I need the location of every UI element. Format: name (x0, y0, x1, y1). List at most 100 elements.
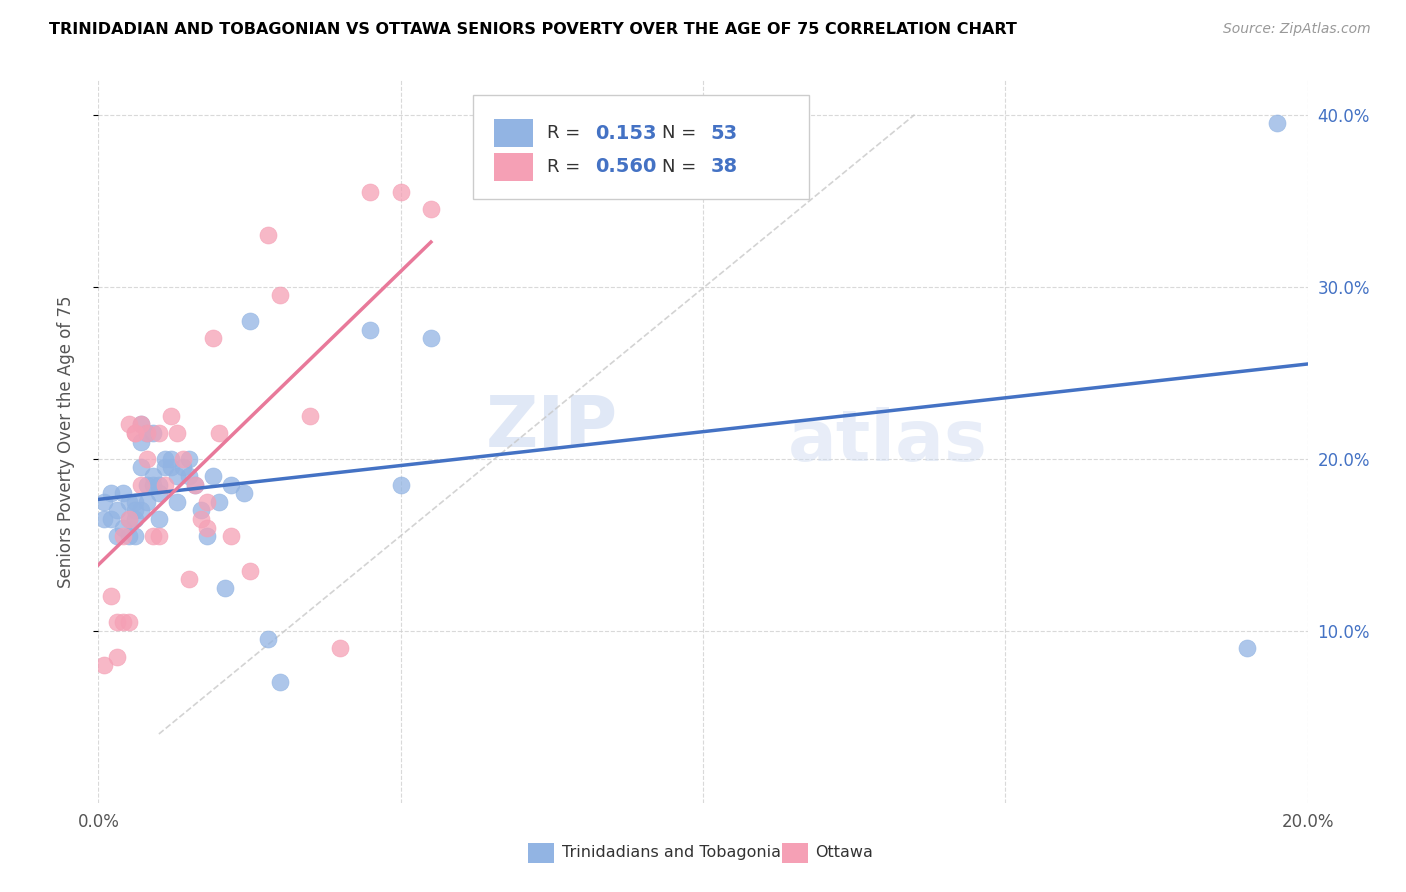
Point (202, 469, 225, 483)
Point (105, 503, 128, 517)
Point (299, 409, 322, 423)
Text: Ottawa: Ottawa (815, 845, 873, 860)
Point (172, 460, 194, 475)
Point (269, 675, 291, 690)
FancyBboxPatch shape (527, 843, 554, 863)
Point (256, 228, 278, 243)
Point (239, 564, 262, 578)
Point (153, 477, 176, 491)
Point (232, 486, 254, 500)
Point (153, 451, 176, 466)
Point (195, 529, 218, 543)
Point (208, 494, 231, 508)
Point (160, 409, 183, 423)
Point (148, 486, 170, 500)
FancyBboxPatch shape (494, 153, 533, 181)
Point (129, 417, 152, 432)
Point (129, 460, 152, 475)
Point (420, 202, 443, 217)
Text: 0.153: 0.153 (595, 123, 657, 143)
Point (195, 494, 218, 508)
Text: atlas: atlas (787, 407, 987, 476)
Point (142, 529, 165, 543)
Point (256, 632, 278, 647)
Text: 38: 38 (710, 158, 737, 177)
Point (142, 477, 165, 491)
Point (135, 451, 157, 466)
Point (135, 477, 157, 491)
Point (195, 520, 218, 534)
Point (179, 469, 201, 483)
Point (93, 512, 115, 526)
Point (100, 512, 122, 526)
Point (179, 451, 201, 466)
Point (135, 425, 157, 440)
Point (360, 185, 382, 199)
Point (389, 185, 412, 199)
Point (135, 425, 157, 440)
Point (129, 417, 152, 432)
Point (269, 288, 291, 302)
Text: R =: R = (547, 158, 586, 176)
Point (148, 512, 170, 526)
Point (153, 460, 176, 475)
Point (166, 425, 188, 440)
Point (129, 477, 152, 491)
Text: N =: N = (662, 124, 702, 142)
Point (166, 469, 188, 483)
Point (239, 314, 262, 328)
Point (105, 529, 128, 543)
Point (124, 494, 146, 508)
Point (1267, 116, 1289, 130)
Point (93, 658, 115, 673)
Point (100, 486, 122, 500)
Point (118, 615, 141, 630)
Text: 0.560: 0.560 (595, 158, 657, 177)
Y-axis label: Seniors Poverty Over the Age of 75: Seniors Poverty Over the Age of 75 (56, 295, 75, 588)
Point (118, 494, 141, 508)
Point (184, 477, 207, 491)
Point (221, 529, 243, 543)
Point (166, 494, 188, 508)
FancyBboxPatch shape (474, 95, 810, 200)
Text: Trinidadians and Tobagonians: Trinidadians and Tobagonians (561, 845, 799, 860)
FancyBboxPatch shape (782, 843, 808, 863)
Point (360, 323, 382, 337)
Point (124, 512, 146, 526)
Point (124, 503, 146, 517)
Point (111, 529, 134, 543)
Point (389, 477, 412, 491)
Text: ZIP: ZIP (486, 392, 619, 461)
Point (202, 331, 225, 345)
Point (172, 451, 194, 466)
Point (129, 434, 152, 449)
Point (190, 503, 212, 517)
Point (142, 469, 165, 483)
Point (148, 529, 170, 543)
Text: N =: N = (662, 158, 702, 176)
Point (420, 331, 443, 345)
Point (111, 486, 134, 500)
Text: R =: R = (547, 124, 586, 142)
Point (105, 649, 128, 664)
Point (179, 572, 201, 586)
Point (190, 512, 212, 526)
Text: Source: ZipAtlas.com: Source: ZipAtlas.com (1223, 22, 1371, 37)
Point (118, 529, 141, 543)
Point (148, 477, 170, 491)
Point (118, 512, 141, 526)
Point (160, 451, 183, 466)
Point (184, 477, 207, 491)
Point (105, 615, 128, 630)
Point (208, 425, 231, 440)
Point (129, 503, 152, 517)
Point (214, 581, 236, 595)
Point (111, 520, 134, 534)
Point (1236, 640, 1258, 655)
Point (135, 494, 157, 508)
Point (124, 425, 146, 440)
Point (111, 615, 134, 630)
Point (118, 417, 141, 432)
FancyBboxPatch shape (494, 119, 533, 147)
Point (329, 640, 352, 655)
